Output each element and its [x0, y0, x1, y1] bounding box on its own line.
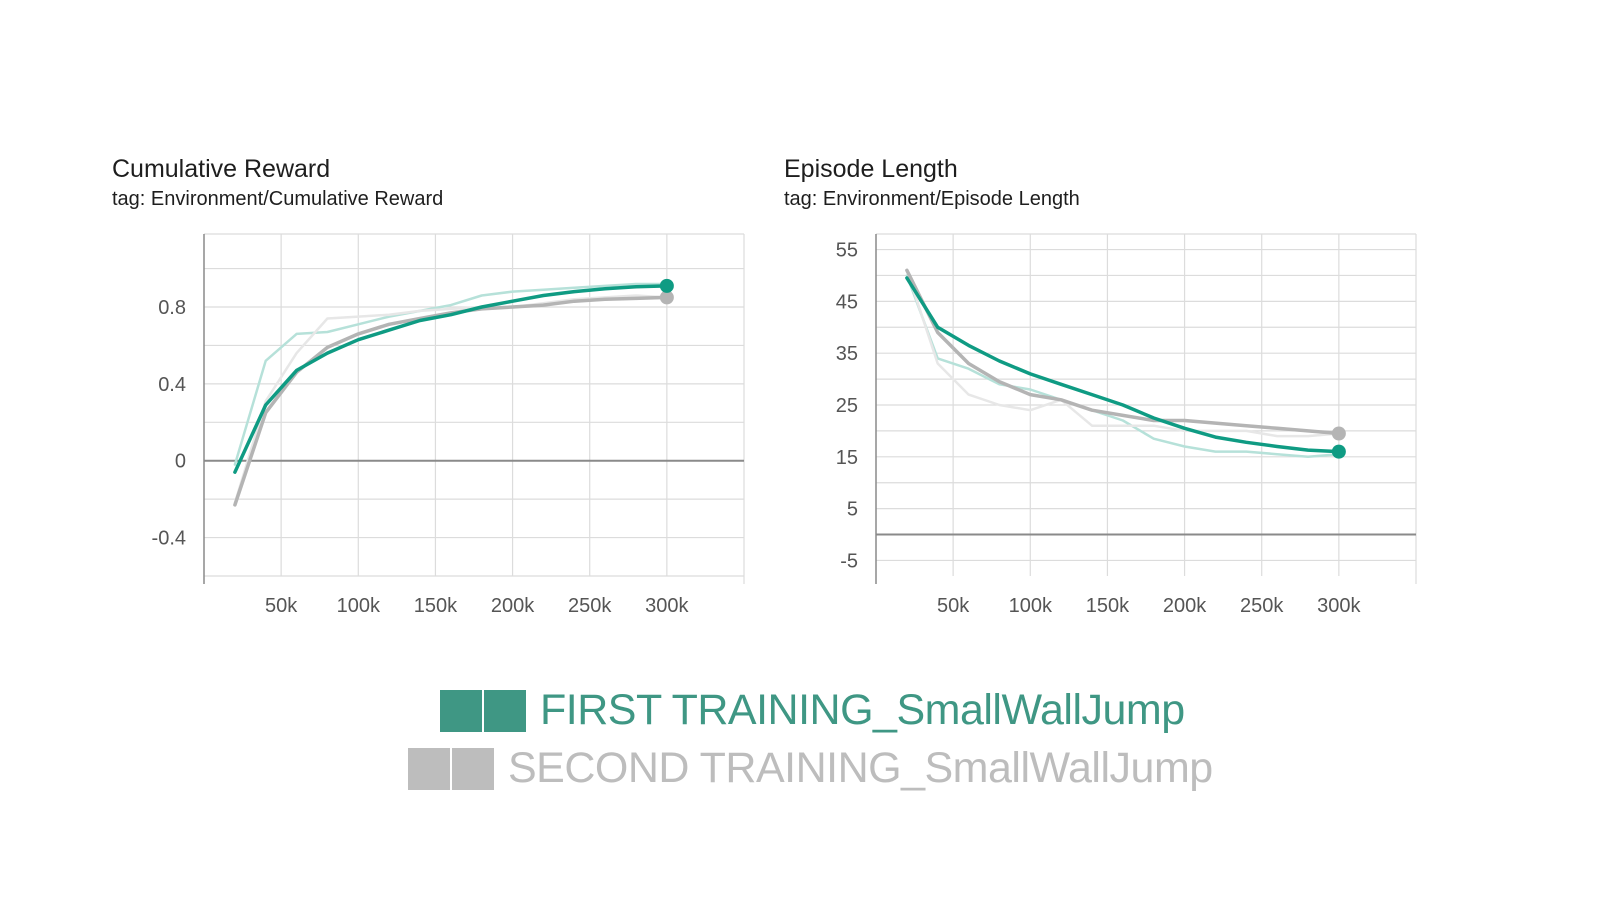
- x-tick-label: 250k: [568, 595, 612, 617]
- episode-length-chart: Episode Length tag: Environment/Episode …: [772, 150, 1432, 640]
- series-line-smoothed: [233, 284, 669, 474]
- legend-label-second: SECOND TRAINING_SmallWallJump: [508, 744, 1213, 792]
- legend-item-first: FIRST TRAINING_SmallWallJump: [440, 686, 1185, 735]
- series-line-raw: [905, 274, 1341, 459]
- legend-swatch-first: [440, 689, 526, 732]
- legend-label-first: FIRST TRAINING_SmallWallJump: [540, 686, 1185, 734]
- episode-length-plot: -5 5 15 25 35 45 55 50k 100k 150k 200k 250k 300k: [836, 233, 1417, 617]
- y-tick-label: 25: [836, 395, 858, 417]
- series-line-raw: [233, 294, 669, 505]
- x-tick-label: 50k: [937, 595, 970, 617]
- legend-item-second: SECOND TRAINING_SmallWallJump: [408, 744, 1213, 793]
- series-line-smoothed: [905, 276, 1341, 454]
- y-tick-label: -0.4: [152, 528, 186, 550]
- x-tick-label: 200k: [491, 595, 535, 617]
- x-tick-label: 250k: [1240, 595, 1284, 617]
- cumulative-reward-chart: Cumulative Reward tag: Environment/Cumul…: [100, 150, 760, 640]
- x-tick-label: 50k: [265, 595, 298, 617]
- series-end-marker: [1331, 444, 1346, 459]
- series-line-raw: [233, 282, 669, 466]
- cumulative-reward-plot: -0.4 0 0.4 0.8 50k 100k 150k 200k 250k 300k: [152, 233, 745, 617]
- x-tick-label: 150k: [414, 595, 458, 617]
- chart-title: Episode Length: [784, 155, 958, 183]
- y-tick-label: 55: [836, 240, 858, 262]
- series-line-smoothed: [905, 268, 1341, 436]
- chart-title: Cumulative Reward: [112, 155, 331, 183]
- y-tick-label: 5: [847, 499, 858, 521]
- x-tick-label: 300k: [645, 595, 689, 617]
- x-tick-label: 200k: [1163, 595, 1207, 617]
- y-tick-label: 45: [836, 291, 858, 313]
- x-tick-label: 150k: [1086, 595, 1130, 617]
- x-tick-label: 100k: [1009, 595, 1053, 617]
- series-end-marker: [659, 278, 674, 293]
- chart-subtitle: tag: Environment/Episode Length: [784, 188, 1080, 210]
- y-tick-label: 0.8: [158, 297, 186, 319]
- series-line-smoothed: [233, 295, 669, 507]
- series-end-marker: [659, 290, 674, 305]
- series-end-marker: [1331, 426, 1346, 441]
- legend-swatch-second: [408, 747, 494, 790]
- chart-subtitle: tag: Environment/Cumulative Reward: [112, 188, 444, 210]
- y-tick-label: 35: [836, 343, 858, 365]
- y-tick-label: 0.4: [158, 374, 186, 396]
- y-tick-label: -5: [840, 550, 858, 572]
- x-tick-label: 300k: [1317, 595, 1361, 617]
- y-tick-label: 15: [836, 447, 858, 469]
- x-tick-label: 100k: [337, 595, 381, 617]
- series-line-raw: [905, 269, 1341, 438]
- y-tick-label: 0: [175, 451, 186, 473]
